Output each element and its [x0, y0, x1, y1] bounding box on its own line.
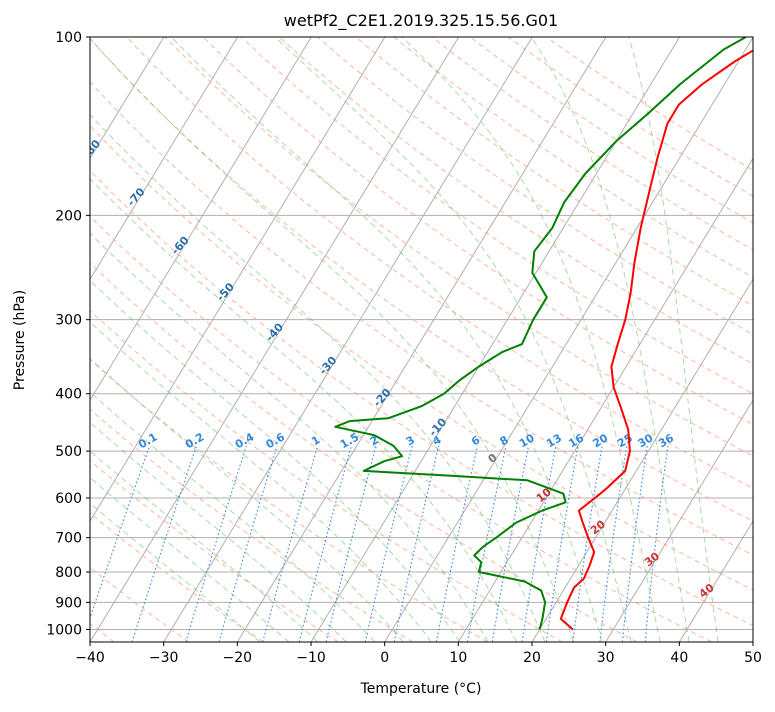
y-tick-label: 300 [55, 313, 82, 329]
y-tick-label: 100 [55, 30, 82, 46]
y-tick-label: 1000 [46, 622, 82, 638]
x-tick-label: −10 [296, 650, 326, 666]
y-tick-label: 700 [55, 531, 82, 547]
chart-title: wetPf2_C2E1.2019.325.15.56.G01 [284, 11, 558, 31]
y-tick-label: 500 [55, 444, 82, 460]
x-tick-label: 30 [597, 650, 615, 666]
y-tick-label: 900 [55, 595, 82, 611]
x-tick-label: 10 [449, 650, 467, 666]
y-tick-label: 600 [55, 491, 82, 507]
x-tick-label: −30 [149, 650, 179, 666]
x-tick-label: −20 [223, 650, 253, 666]
x-tick-label: 50 [744, 650, 762, 666]
y-tick-label: 400 [55, 387, 82, 403]
x-tick-label: 20 [523, 650, 541, 666]
x-tick-label: −40 [75, 650, 105, 666]
x-axis-label: Temperature (°C) [360, 681, 482, 697]
y-tick-label: 800 [55, 565, 82, 581]
x-tick-label: 0 [380, 650, 389, 666]
y-axis-label: Pressure (hPa) [12, 290, 28, 390]
x-tick-label: 40 [670, 650, 688, 666]
y-tick-label: 200 [55, 208, 82, 224]
